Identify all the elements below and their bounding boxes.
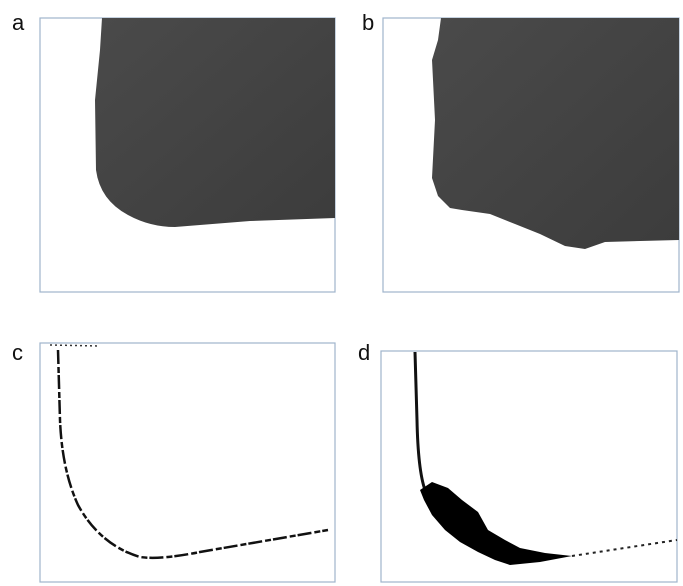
panel-label: d: [358, 340, 370, 365]
panel-label: c: [12, 340, 23, 365]
panel-label: a: [12, 10, 25, 35]
panel-frame: [381, 351, 677, 582]
panel-frame: [40, 343, 335, 582]
panel-label: b: [362, 10, 374, 35]
panel-b: b: [362, 10, 679, 292]
figure: a b c d: [0, 0, 683, 586]
panel-c: c: [12, 340, 335, 582]
panel-d: d: [358, 340, 677, 582]
tool-image: [95, 18, 335, 227]
panel-a: a: [12, 10, 335, 292]
